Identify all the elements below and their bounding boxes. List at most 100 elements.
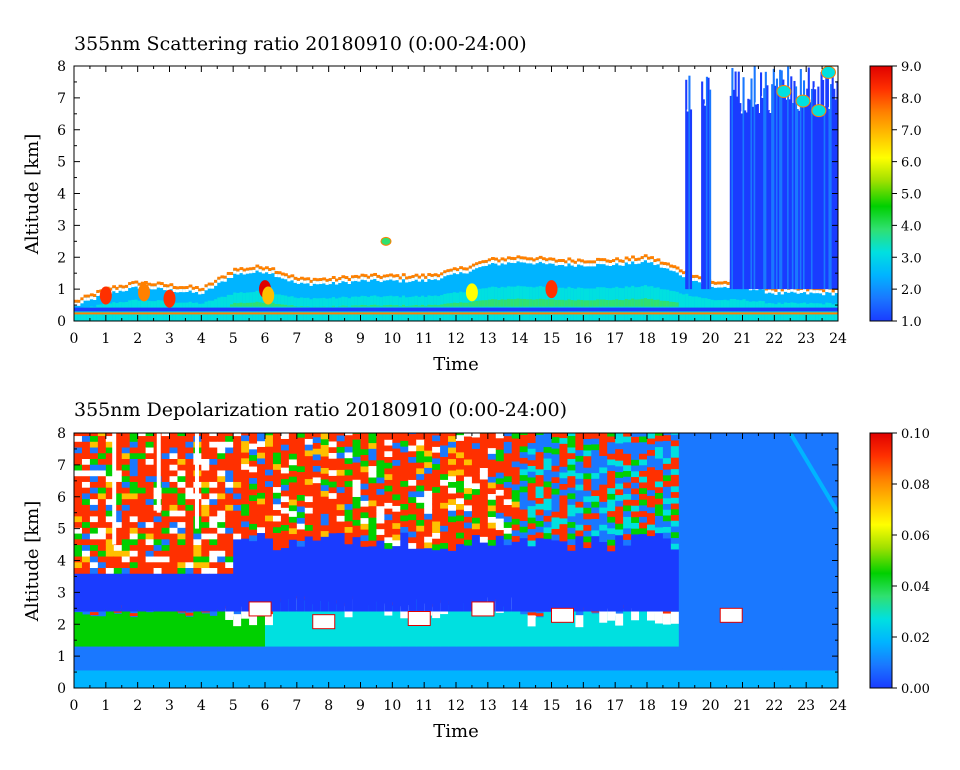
y-tick-label: 0 — [57, 681, 66, 697]
x-tick-label: 21 — [734, 698, 752, 714]
colorbar-tick-label: 9.0 — [901, 60, 922, 75]
colorbar: 1.0 2.0 3.0 4.0 5.0 6.0 7.0 8.0 9.0 — [869, 60, 922, 330]
x-tick-label: 2 — [133, 698, 142, 714]
x-tick-label: 13 — [479, 698, 497, 714]
y-tick-label: 5 — [57, 155, 66, 171]
colorbar-tick-label: 0.06 — [901, 529, 930, 544]
x-tick-label: 18 — [638, 331, 656, 347]
x-tick-label: 3 — [165, 331, 174, 347]
colorbar-tick-label: 0.02 — [901, 631, 930, 646]
x-tick-label: 8 — [324, 331, 333, 347]
colorbar-strip — [869, 432, 893, 689]
colorbar-tick-label: 4.0 — [901, 219, 922, 234]
y-tick-label: 7 — [57, 458, 66, 474]
x-tick-label: 6 — [261, 331, 270, 347]
y-tick-label: 7 — [57, 91, 66, 107]
x-tick-label: 24 — [829, 331, 847, 347]
x-tick-label: 18 — [638, 698, 656, 714]
y-tick-label: 6 — [57, 123, 66, 139]
x-tick-label: 17 — [606, 331, 624, 347]
y-tick-label: 0 — [57, 314, 66, 330]
x-tick-label: 20 — [702, 331, 720, 347]
y-tick-label: 5 — [57, 522, 66, 538]
x-tick-label: 16 — [574, 698, 592, 714]
x-tick-label: 2 — [133, 331, 142, 347]
colorbar: 0.00 0.02 0.04 0.06 0.08 0.10 — [869, 427, 930, 697]
x-tick-label: 3 — [165, 698, 174, 714]
x-tick-label: 24 — [829, 698, 847, 714]
x-tick-label: 9 — [356, 331, 365, 347]
x-tick-label: 12 — [447, 698, 465, 714]
x-tick-label: 21 — [734, 331, 752, 347]
x-tick-label: 7 — [292, 331, 301, 347]
colorbar-tick-label: 0.04 — [901, 580, 930, 595]
colorbar-tick-label: 8.0 — [901, 92, 922, 107]
x-tick-label: 7 — [292, 698, 301, 714]
x-tick-label: 14 — [511, 331, 529, 347]
y-axis-label: Altitude [km] — [22, 501, 43, 623]
x-axis-label: Time — [433, 721, 478, 742]
colorbar-tick-label: 2.0 — [901, 283, 922, 298]
y-tick-label: 6 — [57, 490, 66, 506]
colorbar-strip — [869, 65, 893, 322]
colorbar-tick-label: 1.0 — [901, 315, 922, 330]
heatmap-plot-area — [74, 66, 838, 321]
y-tick-label: 1 — [57, 649, 66, 665]
x-tick-label: 16 — [574, 331, 592, 347]
x-tick-label: 5 — [229, 698, 238, 714]
x-tick-label: 1 — [101, 331, 110, 347]
chart-title: 355nm Scattering ratio 20180910 (0:00-24… — [74, 33, 527, 55]
colorbar-tick-label: 6.0 — [901, 156, 922, 171]
x-tick-label: 17 — [606, 698, 624, 714]
y-tick-label: 8 — [57, 426, 66, 442]
x-tick-label: 22 — [765, 331, 783, 347]
colorbar-tick-label: 5.0 — [901, 188, 922, 203]
x-tick-label: 19 — [670, 698, 688, 714]
y-axis-label: Altitude [km] — [22, 134, 43, 256]
x-axis-label: Time — [433, 354, 478, 375]
colorbar-tick-label: 7.0 — [901, 124, 922, 139]
colorbar-tick-label: 0.10 — [901, 427, 930, 442]
x-tick-label: 4 — [197, 331, 206, 347]
y-tick-label: 3 — [57, 585, 66, 601]
x-tick-label: 23 — [797, 331, 815, 347]
x-tick-label: 6 — [261, 698, 270, 714]
y-tick-label: 8 — [57, 59, 66, 75]
colorbar-tick-label: 3.0 — [901, 251, 922, 266]
y-tick-label: 4 — [57, 187, 66, 203]
x-tick-label: 0 — [70, 331, 79, 347]
x-tick-label: 5 — [229, 331, 238, 347]
colorbar-tick-label: 0.08 — [901, 478, 930, 493]
x-axis: 0 1 2 3 4 5 6 7 8 9 10 11 12 13 14 15 16 17 18 19 20 21 22 23 24 — [70, 66, 847, 347]
x-tick-label: 9 — [356, 698, 365, 714]
x-axis: 0 1 2 3 4 5 6 7 8 9 10 11 12 13 14 15 16 17 18 19 20 21 22 23 24 — [70, 433, 847, 714]
y-tick-label: 4 — [57, 554, 66, 570]
x-tick-label: 22 — [765, 698, 783, 714]
y-axis: 0 1 2 3 4 5 6 7 8 — [57, 59, 838, 330]
x-tick-label: 13 — [479, 331, 497, 347]
y-tick-label: 1 — [57, 282, 66, 298]
x-tick-label: 11 — [415, 331, 433, 347]
x-tick-label: 11 — [415, 698, 433, 714]
x-tick-label: 15 — [543, 698, 561, 714]
x-tick-label: 4 — [197, 698, 206, 714]
chart-title: 355nm Depolarization ratio 20180910 (0:0… — [74, 399, 567, 421]
y-tick-label: 2 — [57, 250, 66, 266]
x-tick-label: 10 — [383, 698, 401, 714]
scattering-ratio-panel: 355nm Scattering ratio 20180910 (0:00-24… — [22, 33, 922, 375]
x-tick-label: 20 — [702, 698, 720, 714]
x-tick-label: 1 — [101, 698, 110, 714]
x-tick-label: 14 — [511, 698, 529, 714]
x-tick-label: 15 — [543, 331, 561, 347]
heatmap-plot-area — [74, 433, 838, 688]
y-tick-label: 2 — [57, 617, 66, 633]
y-axis: 0 1 2 3 4 5 6 7 8 — [57, 426, 838, 697]
x-tick-label: 0 — [70, 698, 79, 714]
x-tick-label: 10 — [383, 331, 401, 347]
x-tick-label: 19 — [670, 331, 688, 347]
x-tick-label: 23 — [797, 698, 815, 714]
depolarization-ratio-panel: 355nm Depolarization ratio 20180910 (0:0… — [22, 399, 930, 742]
x-tick-label: 12 — [447, 331, 465, 347]
colorbar-tick-label: 0.00 — [901, 682, 930, 697]
